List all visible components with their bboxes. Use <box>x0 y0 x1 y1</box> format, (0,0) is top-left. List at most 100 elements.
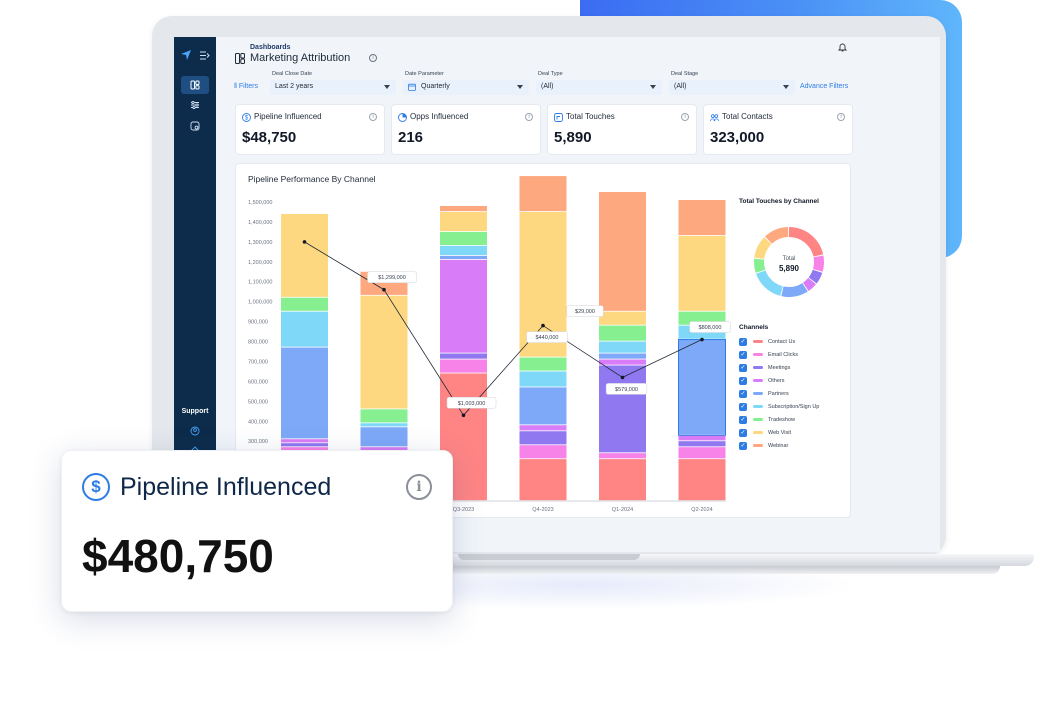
bar-segment <box>360 447 408 453</box>
info-icon[interactable]: i <box>837 113 845 121</box>
kpi-card-opps[interactable]: Opps Influenced i 216 <box>391 104 541 155</box>
donut-slice <box>803 277 816 291</box>
y-tick-label: 1,200,000 <box>248 260 272 266</box>
bar-segment <box>440 211 487 232</box>
deal-stage-value: (All) <box>674 83 687 90</box>
trend-point <box>382 287 386 292</box>
sidebar-item-settings[interactable] <box>181 96 209 114</box>
channel-color-swatch <box>753 340 763 343</box>
sidebar-item-dashboards[interactable] <box>181 76 209 94</box>
channel-item[interactable]: ✓ Web Visit <box>739 428 791 437</box>
sliders-icon <box>191 100 199 110</box>
donut-center-label: Total <box>783 256 796 262</box>
checkbox-checked-icon[interactable]: ✓ <box>739 376 747 385</box>
channel-label: Others <box>768 377 785 384</box>
checkbox-checked-icon[interactable]: ✓ <box>739 363 747 372</box>
channels-title: Channels <box>739 324 769 331</box>
laptop-notch <box>458 554 640 560</box>
channel-color-swatch <box>753 431 763 434</box>
chevron-down-icon <box>650 85 656 89</box>
bar-segment <box>599 459 646 501</box>
channel-color-swatch <box>753 392 763 395</box>
channel-item[interactable]: ✓ Subscription/Sign Up <box>739 402 819 411</box>
deal-stage-select[interactable]: (All) <box>669 80 795 95</box>
checkbox-checked-icon[interactable]: ✓ <box>739 441 747 450</box>
data-label: $440,000 <box>536 335 559 341</box>
info-icon[interactable]: i <box>681 113 689 121</box>
info-icon[interactable]: i <box>406 474 432 500</box>
bar-segment <box>599 192 646 311</box>
kpi-label: Total Touches <box>566 112 615 121</box>
filter-label-deal-type: Deal Type <box>538 71 563 77</box>
advance-filters-link[interactable]: Advance Filters <box>800 83 849 90</box>
channel-item[interactable]: ✓ Webinar <box>739 441 788 450</box>
send-logo-icon[interactable] <box>177 46 195 64</box>
channel-label: Contact Us <box>768 338 796 345</box>
kpi-card-touches[interactable]: Total Touches i 5,890 <box>547 104 697 155</box>
checkbox-checked-icon[interactable]: ✓ <box>739 350 747 359</box>
channel-item[interactable]: ✓ Tradeshow <box>739 415 795 424</box>
channel-label: Webinar <box>768 442 789 449</box>
y-tick-label: 700,000 <box>248 359 268 365</box>
bar-segment <box>599 325 646 341</box>
x-tick-label: Q1-2024 <box>612 507 633 513</box>
y-tick-label: 300,000 <box>248 439 268 445</box>
kpi-value: $48,750 <box>242 129 297 146</box>
channel-item[interactable]: ✓ Contact Us <box>739 337 795 346</box>
filter-label-close-date: Deal Close Date <box>272 71 313 77</box>
checkbox-checked-icon[interactable]: ✓ <box>739 428 747 437</box>
checkbox-checked-icon[interactable]: ✓ <box>739 402 747 411</box>
channel-item[interactable]: ✓ Email Clicks <box>739 350 798 359</box>
kpi-card-contacts[interactable]: Total Contacts i 323,000 <box>703 104 853 155</box>
filters-button[interactable]: ⫴ Filters <box>234 83 258 91</box>
popout-label: Pipeline Influenced <box>120 473 332 501</box>
channel-item[interactable]: ✓ Meetings <box>739 363 790 372</box>
info-icon[interactable]: i <box>369 113 377 121</box>
kpi-value: 5,890 <box>554 129 592 146</box>
sidebar-item-reports[interactable] <box>181 117 209 135</box>
bar-segment <box>440 255 487 260</box>
date-parameter-select[interactable]: Quarterly <box>403 80 529 95</box>
bar-segment <box>678 339 726 435</box>
breadcrumb[interactable]: Dashboards <box>250 44 291 51</box>
title-info-icon[interactable]: i <box>369 54 377 62</box>
bar-segment <box>360 295 408 409</box>
bar-segment <box>678 441 726 447</box>
close-date-select[interactable]: Last 2 years <box>270 80 396 95</box>
channel-label: Meetings <box>768 364 791 371</box>
bar-segment <box>281 311 328 347</box>
donut-slice <box>812 255 824 272</box>
bar-segment <box>440 205 487 212</box>
report-icon <box>190 121 200 131</box>
dollar-circle-icon: $ <box>82 473 110 501</box>
channel-label: Email Clicks <box>768 351 798 358</box>
bar-segment <box>678 435 726 441</box>
touch-icon <box>554 113 563 122</box>
donut-center-value: 5,890 <box>779 264 800 273</box>
bar-segment <box>519 357 567 371</box>
checkbox-checked-icon[interactable]: ✓ <box>739 337 747 346</box>
bar-segment <box>281 439 328 443</box>
bar-segment <box>519 371 567 387</box>
bar-segment <box>599 359 646 365</box>
bar-segment <box>519 459 567 501</box>
x-tick-label: Q4-2023 <box>532 507 553 513</box>
checkbox-checked-icon[interactable]: ✓ <box>739 389 747 398</box>
channel-color-swatch <box>753 366 763 369</box>
deal-type-select[interactable]: (All) <box>536 80 662 95</box>
bar-segment <box>599 341 646 353</box>
kpi-value: 323,000 <box>710 129 765 146</box>
channel-item[interactable]: ✓ Others <box>739 376 785 385</box>
kpi-card-pipeline[interactable]: $ Pipeline Influenced i $48,750 <box>235 104 385 155</box>
trend-point <box>302 240 307 244</box>
info-icon[interactable]: i <box>525 113 533 121</box>
bar-segment <box>599 353 646 359</box>
trend-point <box>620 375 625 380</box>
checkbox-checked-icon[interactable]: ✓ <box>739 415 747 424</box>
support-user-icon[interactable] <box>181 422 209 440</box>
bar-segment <box>281 297 328 311</box>
notification-bell-icon[interactable] <box>837 42 848 54</box>
collapse-menu-icon[interactable] <box>196 46 212 64</box>
channel-item[interactable]: ✓ Partners <box>739 389 789 398</box>
bar-segment <box>599 453 646 459</box>
